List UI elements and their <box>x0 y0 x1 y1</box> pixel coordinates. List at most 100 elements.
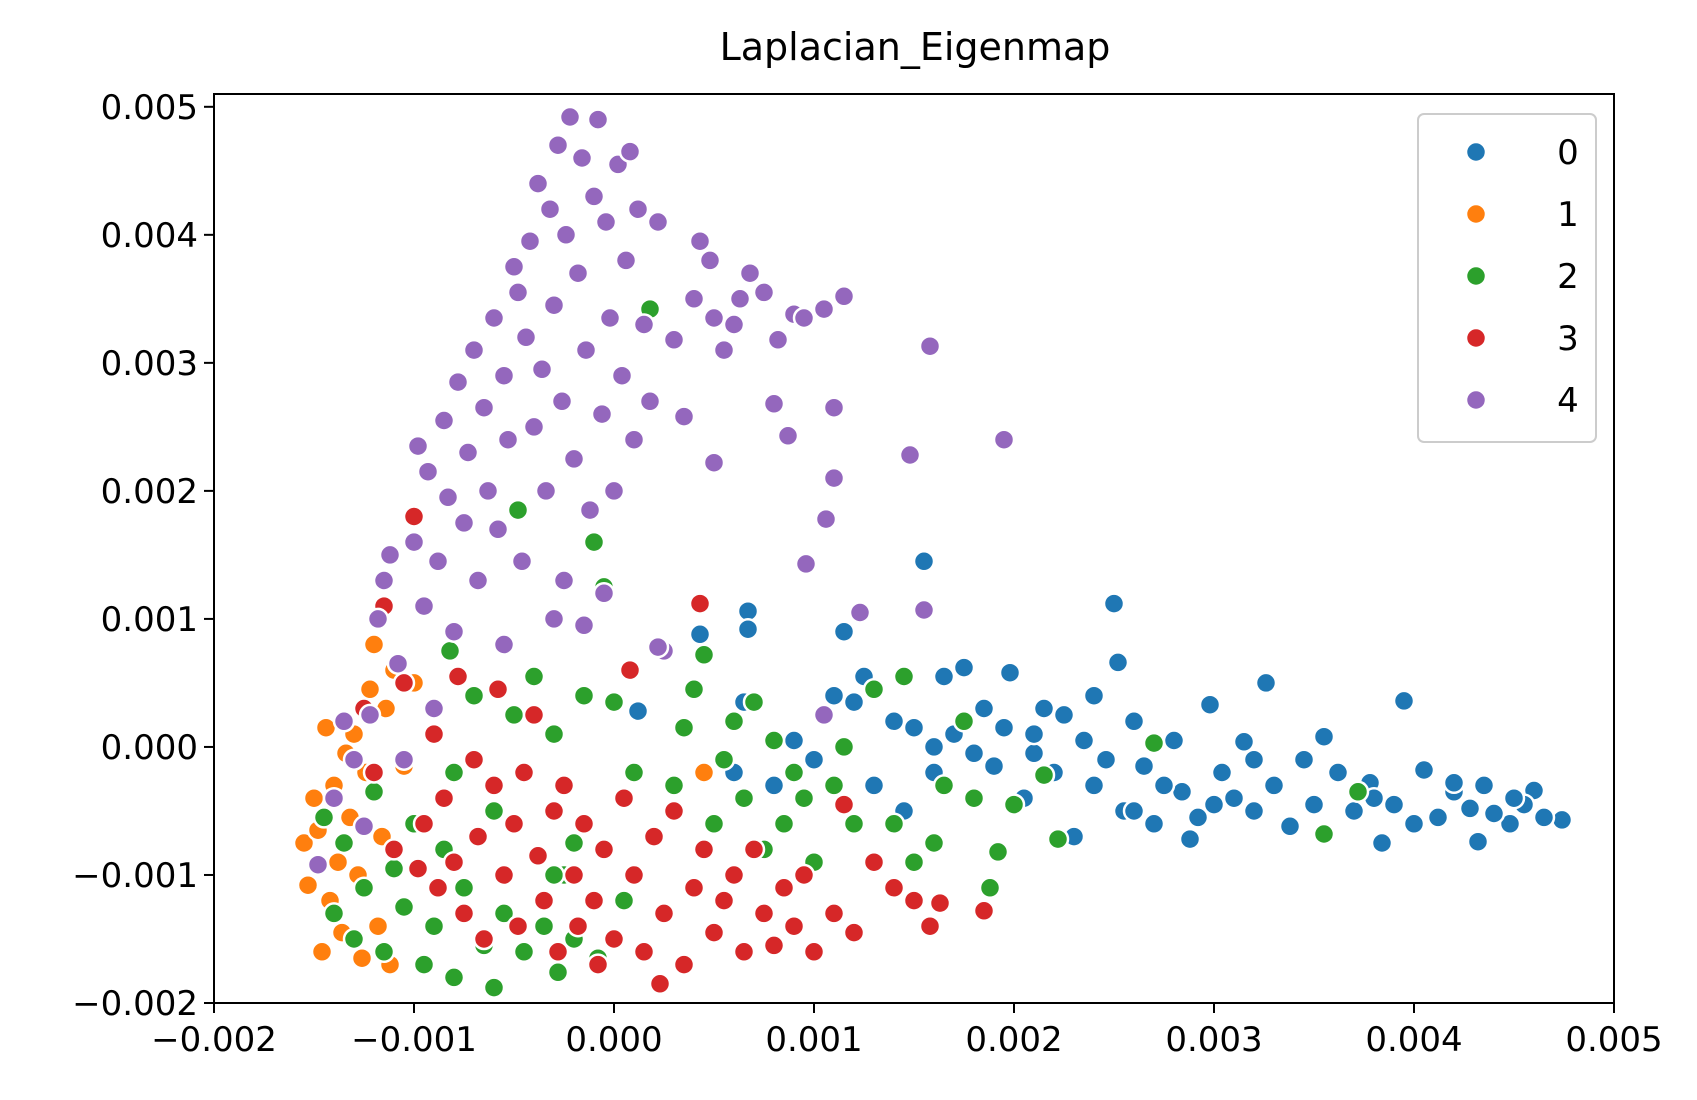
data-point <box>392 671 416 695</box>
data-point <box>1052 703 1076 727</box>
data-point <box>1232 730 1256 754</box>
data-point <box>412 594 436 618</box>
data-point <box>1550 808 1574 832</box>
data-point <box>1262 774 1286 797</box>
legend-marker <box>1464 264 1488 288</box>
data-point <box>1094 748 1118 771</box>
data-point <box>446 665 470 688</box>
data-point <box>432 409 456 432</box>
data-point <box>662 799 686 823</box>
data-point <box>412 953 436 976</box>
data-point <box>386 652 410 675</box>
data-point <box>1046 827 1070 851</box>
data-point <box>452 902 476 925</box>
data-point <box>532 914 556 938</box>
data-point <box>918 914 942 938</box>
data-point <box>822 396 846 419</box>
data-point <box>932 665 956 688</box>
data-point <box>550 390 574 413</box>
data-point <box>452 511 476 535</box>
data-point <box>646 635 670 659</box>
data-point <box>912 550 936 573</box>
data-point <box>822 684 846 707</box>
data-point <box>812 297 836 321</box>
data-point <box>546 133 570 157</box>
data-point <box>736 617 760 641</box>
data-point <box>752 902 776 925</box>
data-point <box>902 889 926 912</box>
legend: 0 1 2 3 4 <box>1417 113 1597 443</box>
data-point <box>362 633 386 656</box>
data-point <box>426 550 450 573</box>
data-point <box>782 914 806 938</box>
data-point <box>1466 830 1490 853</box>
data-point <box>642 825 666 848</box>
data-point <box>352 815 376 838</box>
data-point <box>542 293 566 317</box>
data-point <box>1426 806 1450 829</box>
data-point <box>1312 822 1336 846</box>
data-point <box>1242 799 1266 823</box>
x-tick-label: 0.001 <box>765 1020 862 1060</box>
data-point <box>922 735 946 759</box>
data-point <box>732 786 756 810</box>
data-point <box>402 530 426 554</box>
data-point <box>592 582 616 605</box>
data-point <box>712 338 736 362</box>
data-point <box>902 716 926 739</box>
data-point <box>566 914 590 938</box>
data-point <box>1482 802 1506 825</box>
data-point <box>782 761 806 784</box>
series-0-points <box>626 550 1574 855</box>
data-point <box>986 840 1010 864</box>
data-point <box>442 761 466 784</box>
data-point <box>682 287 706 311</box>
data-point <box>722 313 746 336</box>
data-point <box>506 281 530 304</box>
data-point <box>902 850 926 874</box>
data-point <box>802 748 826 771</box>
data-point <box>402 505 426 528</box>
data-point <box>512 761 536 784</box>
data-point <box>648 972 672 996</box>
data-point <box>1472 774 1496 797</box>
data-point <box>794 552 818 576</box>
data-point <box>472 396 496 419</box>
data-point <box>1198 693 1222 716</box>
data-point <box>462 748 486 771</box>
data-point <box>1442 771 1466 795</box>
y-axis: −0.002 −0.001 0.000 0.001 0.002 0.003 0.004 0.0… <box>72 88 214 1024</box>
data-point <box>492 364 516 387</box>
data-point <box>1342 799 1366 823</box>
data-point <box>466 569 490 592</box>
data-point <box>862 850 886 874</box>
data-point <box>618 140 642 163</box>
y-tick-label: 0.001 <box>101 600 198 640</box>
data-point <box>310 940 334 964</box>
data-point <box>622 428 646 451</box>
legend-label: 0 <box>1557 133 1579 173</box>
data-point <box>382 857 406 880</box>
data-point <box>882 876 906 900</box>
data-point <box>1186 806 1210 829</box>
data-point <box>412 812 436 836</box>
legend-label: 1 <box>1557 195 1579 235</box>
data-point <box>1382 793 1406 816</box>
data-point <box>1122 799 1146 823</box>
data-point <box>962 786 986 810</box>
legend-label: 4 <box>1557 381 1579 421</box>
data-point <box>546 940 570 964</box>
data-point <box>482 774 506 797</box>
data-point <box>688 592 712 615</box>
data-point <box>882 812 906 836</box>
data-point <box>598 306 622 330</box>
data-point <box>614 249 638 272</box>
data-point <box>672 953 696 976</box>
data-point <box>538 197 562 221</box>
data-point <box>618 658 642 682</box>
data-point <box>612 786 636 810</box>
data-point <box>1292 748 1316 771</box>
